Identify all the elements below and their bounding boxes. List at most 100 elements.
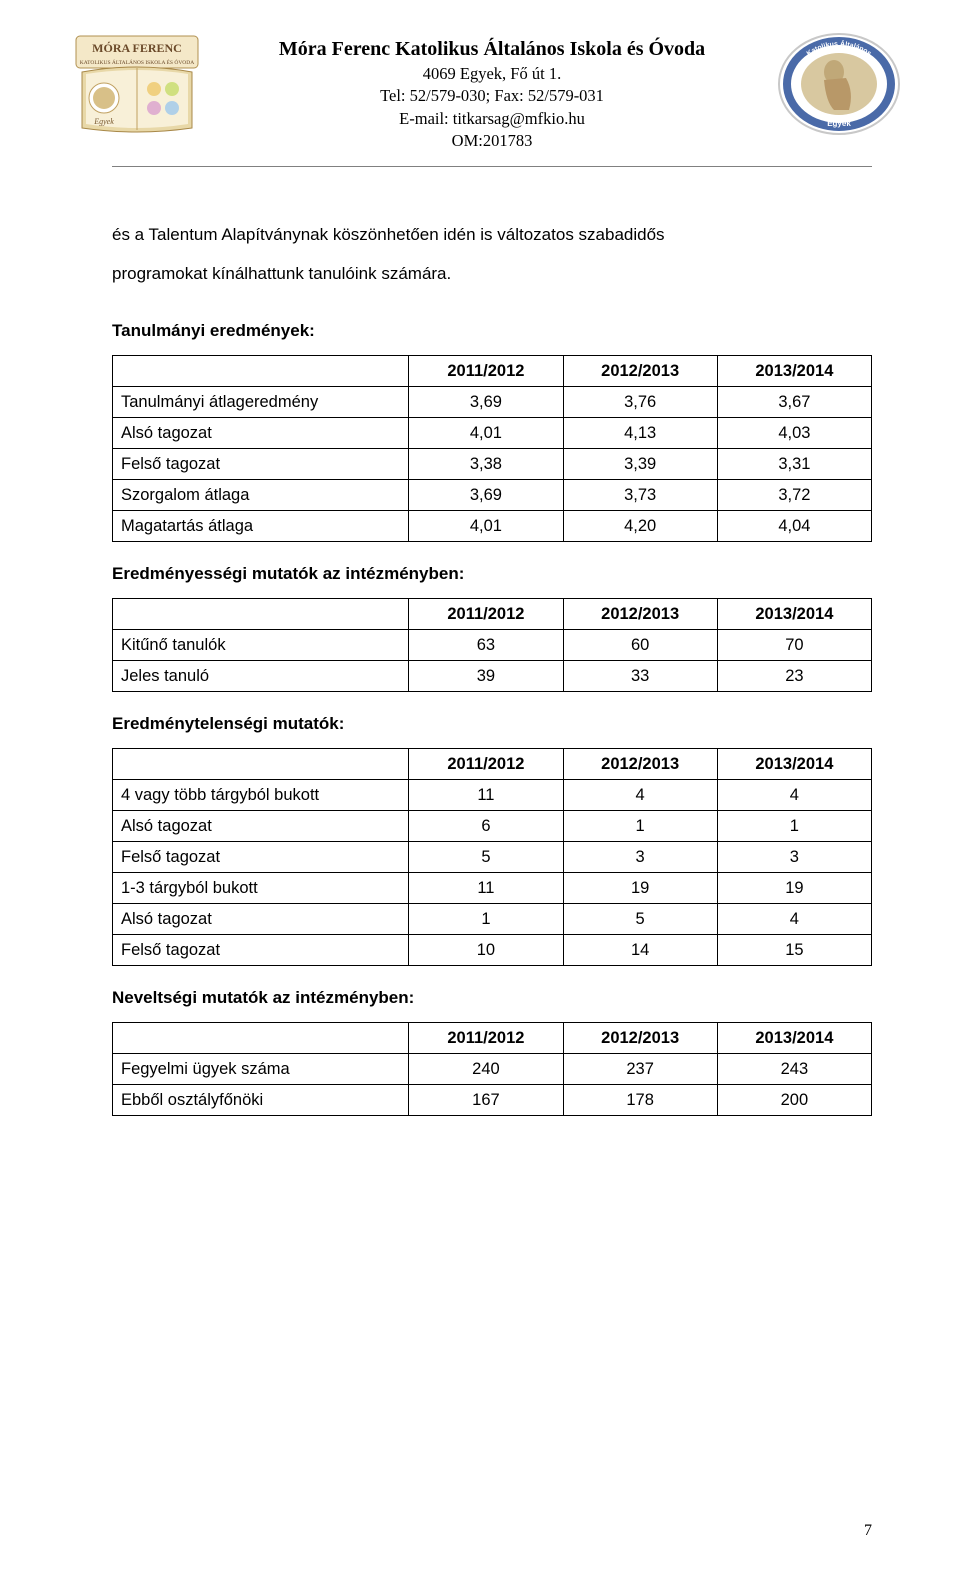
table-cell: 3,31 [717,449,871,480]
table-cell: Ebből osztályfőnöki [113,1085,409,1116]
table-cell: 63 [409,630,563,661]
table-header: 2013/2014 [717,356,871,387]
table-cell: 200 [717,1085,871,1116]
page-number: 7 [864,1522,872,1540]
table-cell [113,599,409,630]
table-cell: 243 [717,1054,871,1085]
table-cell: 1-3 tárgyból bukott [113,873,409,904]
table-cell: Felső tagozat [113,935,409,966]
table-cell: 237 [563,1054,717,1085]
table-cell: 3,38 [409,449,563,480]
table-cell: 4 [717,780,871,811]
school-om: OM:201783 [112,130,872,152]
table-cell: 4,01 [409,418,563,449]
table-row: 2011/2012 2012/2013 2013/2014 [113,356,872,387]
table-header: 2012/2013 [563,1023,717,1054]
school-email: E-mail: titkarsag@mfkio.hu [112,108,872,130]
heading-tanulmanyi: Tanulmányi eredmények: [112,321,872,341]
table-eredmenyessegi: 2011/2012 2012/2013 2013/2014 Kitűnő tan… [112,598,872,692]
table-cell: 3,67 [717,387,871,418]
table-eredmenytelensegi: 2011/2012 2012/2013 2013/2014 4 vagy töb… [112,748,872,966]
table-cell: 33 [563,661,717,692]
table-row: 2011/2012 2012/2013 2013/2014 [113,599,872,630]
table-cell: 178 [563,1085,717,1116]
table-cell: Jeles tanuló [113,661,409,692]
table-cell: 4 vagy több tárgyból bukott [113,780,409,811]
table-row: Szorgalom átlaga3,693,733,72 [113,480,872,511]
table-header: 2012/2013 [563,599,717,630]
table-row: Felső tagozat533 [113,842,872,873]
table-cell: 5 [409,842,563,873]
table-cell: Alsó tagozat [113,811,409,842]
table-header: 2011/2012 [409,1023,563,1054]
school-address: 4069 Egyek, Fő út 1. [112,63,872,85]
table-cell: Felső tagozat [113,449,409,480]
school-name: Móra Ferenc Katolikus Általános Iskola é… [112,36,872,63]
svg-text:Egyek: Egyek [93,117,114,126]
table-cell: 60 [563,630,717,661]
intro-text-1: és a Talentum Alapítványnak köszönhetően… [112,225,665,244]
table-cell: Magatartás átlaga [113,511,409,542]
table-cell: 1 [563,811,717,842]
table-header: 2012/2013 [563,749,717,780]
table-cell: 23 [717,661,871,692]
table-header: 2013/2014 [717,599,871,630]
table-cell: 3,69 [409,387,563,418]
table-cell: 4 [717,904,871,935]
table-header: 2013/2014 [717,1023,871,1054]
table-tanulmanyi: 2011/2012 2012/2013 2013/2014 Tanulmányi… [112,355,872,542]
table-cell: 3,72 [717,480,871,511]
table-cell: Fegyelmi ügyek száma [113,1054,409,1085]
table-row: Alsó tagozat4,014,134,03 [113,418,872,449]
table-cell [113,749,409,780]
table-row: Felső tagozat101415 [113,935,872,966]
table-cell: 15 [717,935,871,966]
table-cell: Kitűnő tanulók [113,630,409,661]
table-cell: 5 [563,904,717,935]
table-cell: 3,69 [409,480,563,511]
table-cell: 39 [409,661,563,692]
table-cell: 1 [409,904,563,935]
table-header: 2011/2012 [409,599,563,630]
logo-left-icon: MÓRA FERENC KATOLIKUS ÁLTALÁNOS ISKOLA É… [72,32,202,136]
table-cell: 10 [409,935,563,966]
table-cell: Alsó tagozat [113,904,409,935]
table-cell: 3 [717,842,871,873]
school-telfax: Tel: 52/579-030; Fax: 52/579-031 [112,85,872,107]
table-row: Alsó tagozat611 [113,811,872,842]
table-cell [113,356,409,387]
table-row: Fegyelmi ügyek száma240237243 [113,1054,872,1085]
table-row: Felső tagozat3,383,393,31 [113,449,872,480]
table-row: Jeles tanuló393323 [113,661,872,692]
heading-eredmenytelensegi: Eredménytelenségi mutatók: [112,714,872,734]
svg-text:Egyek: Egyek [827,119,851,128]
table-row: 2011/2012 2012/2013 2013/2014 [113,1023,872,1054]
table-row: Magatartás átlaga4,014,204,04 [113,511,872,542]
table-row: Kitűnő tanulók636070 [113,630,872,661]
table-header: 2013/2014 [717,749,871,780]
table-cell: Alsó tagozat [113,418,409,449]
table-cell: 3,39 [563,449,717,480]
table-cell: 240 [409,1054,563,1085]
intro-paragraph: és a Talentum Alapítványnak köszönhetően… [112,215,872,293]
table-cell: 11 [409,873,563,904]
svg-text:MÓRA FERENC: MÓRA FERENC [92,41,182,55]
table-neveltsegi: 2011/2012 2012/2013 2013/2014 Fegyelmi ü… [112,1022,872,1116]
table-header: 2012/2013 [563,356,717,387]
logo-right-icon: Katolikus Általános Egyek [774,32,904,136]
table-cell: 4 [563,780,717,811]
table-cell: 3 [563,842,717,873]
table-cell: Felső tagozat [113,842,409,873]
table-cell: 1 [717,811,871,842]
table-row: Tanulmányi átlageredmény3,693,763,67 [113,387,872,418]
table-cell: 14 [563,935,717,966]
table-cell: 3,73 [563,480,717,511]
table-row: 4 vagy több tárgyból bukott1144 [113,780,872,811]
table-cell: 70 [717,630,871,661]
table-row: Ebből osztályfőnöki167178200 [113,1085,872,1116]
heading-eredmenyessegi: Eredményességi mutatók az intézményben: [112,564,872,584]
table-cell: 19 [563,873,717,904]
table-header: 2011/2012 [409,356,563,387]
table-row: 2011/2012 2012/2013 2013/2014 [113,749,872,780]
table-cell: 3,76 [563,387,717,418]
